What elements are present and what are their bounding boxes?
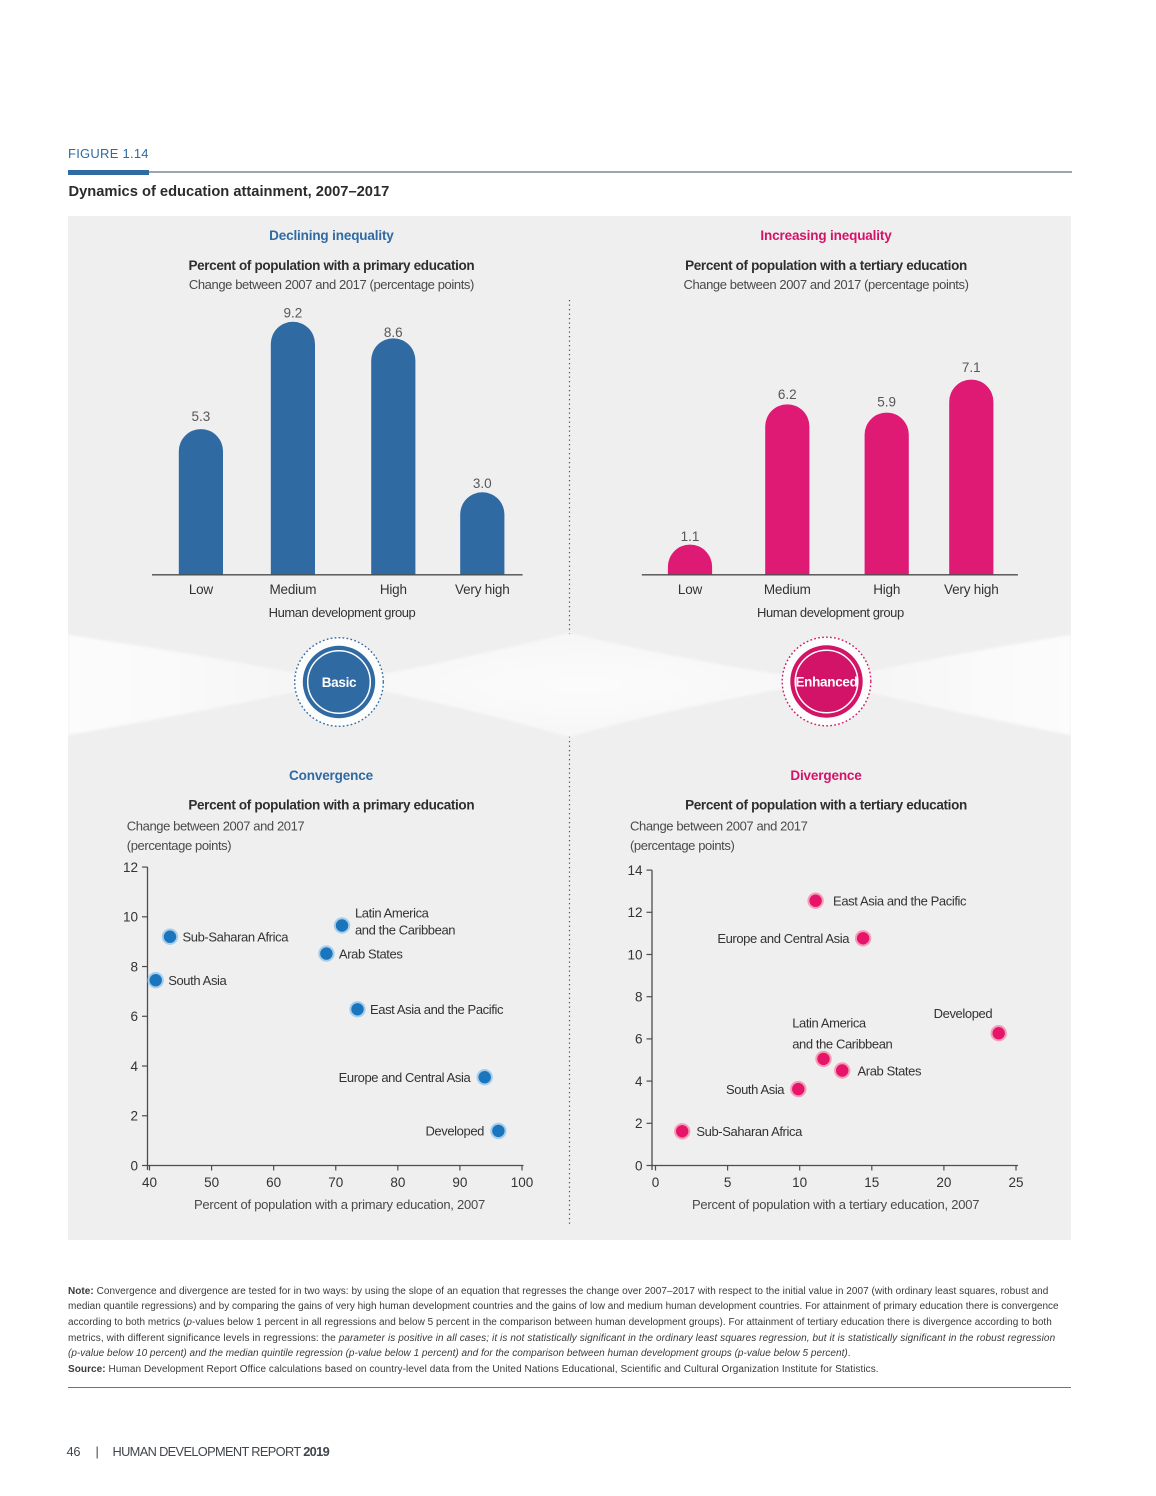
svg-text:East Asia and the Pacific: East Asia and the Pacific <box>370 1002 504 1017</box>
svg-text:Change between 2007 and 2017 (: Change between 2007 and 2017 (percentage… <box>189 277 474 292</box>
svg-text:Sub-Saharan Africa: Sub-Saharan Africa <box>696 1124 803 1139</box>
svg-text:and the Caribbean: and the Caribbean <box>355 922 455 937</box>
svg-text:90: 90 <box>452 1175 467 1190</box>
svg-text:9.2: 9.2 <box>284 306 303 321</box>
svg-text:0: 0 <box>652 1175 660 1190</box>
svg-text:14: 14 <box>627 863 643 878</box>
svg-text:Sub-Saharan Africa: Sub-Saharan Africa <box>182 929 289 944</box>
svg-text:Very high: Very high <box>944 582 999 597</box>
svg-text:Percent of population with a t: Percent of population with a tertiary ed… <box>692 1197 979 1212</box>
svg-text:70: 70 <box>328 1175 343 1190</box>
svg-text:Arab States: Arab States <box>858 1063 922 1078</box>
svg-text:12: 12 <box>627 905 642 920</box>
svg-text:South Asia: South Asia <box>168 973 227 988</box>
svg-text:50: 50 <box>204 1175 219 1190</box>
svg-text:0: 0 <box>635 1158 643 1173</box>
svg-text:5: 5 <box>724 1175 732 1190</box>
svg-text:Change between 2007 and 2017: Change between 2007 and 2017 <box>630 819 808 834</box>
svg-text:High: High <box>380 582 407 597</box>
svg-text:4: 4 <box>130 1059 138 1074</box>
svg-text:Enhanced: Enhanced <box>795 675 857 690</box>
svg-text:4: 4 <box>635 1074 643 1089</box>
svg-text:3.0: 3.0 <box>473 476 492 491</box>
svg-text:Latin America: Latin America <box>792 1015 867 1030</box>
svg-text:12: 12 <box>123 860 138 875</box>
svg-text:East Asia and the Pacific: East Asia and the Pacific <box>833 893 967 908</box>
svg-text:Latin America: Latin America <box>355 905 430 920</box>
svg-text:South Asia: South Asia <box>726 1082 785 1097</box>
svg-text:(percentage points): (percentage points) <box>127 838 231 853</box>
svg-text:40: 40 <box>142 1175 157 1190</box>
svg-text:2: 2 <box>130 1109 138 1124</box>
svg-text:Percent of population with a t: Percent of population with a tertiary ed… <box>685 798 967 813</box>
svg-text:10: 10 <box>123 910 138 925</box>
svg-text:5.3: 5.3 <box>192 409 211 424</box>
svg-text:Europe and Central Asia: Europe and Central Asia <box>339 1070 472 1085</box>
svg-text:15: 15 <box>864 1175 879 1190</box>
svg-text:Medium: Medium <box>764 582 811 597</box>
svg-text:2: 2 <box>635 1116 643 1131</box>
svg-text:Europe and Central Asia: Europe and Central Asia <box>717 931 850 946</box>
svg-text:8: 8 <box>130 959 138 974</box>
svg-text:0: 0 <box>130 1158 138 1173</box>
svg-text:80: 80 <box>390 1175 405 1190</box>
svg-text:Percent of population with a p: Percent of population with a primary edu… <box>188 258 474 273</box>
svg-text:20: 20 <box>936 1175 951 1190</box>
svg-text:Human development group: Human development group <box>757 605 904 620</box>
svg-text:Developed: Developed <box>934 1006 993 1021</box>
svg-text:5.9: 5.9 <box>877 394 896 409</box>
svg-text:Percent of population with a t: Percent of population with a tertiary ed… <box>685 258 967 273</box>
svg-text:100: 100 <box>511 1175 534 1190</box>
svg-text:Percent of population with a p: Percent of population with a primary edu… <box>194 1197 485 1212</box>
svg-text:8.6: 8.6 <box>384 325 403 340</box>
svg-text:Developed: Developed <box>425 1124 484 1139</box>
svg-text:Medium: Medium <box>269 582 316 597</box>
svg-text:Basic: Basic <box>322 675 357 690</box>
svg-text:8: 8 <box>635 990 643 1005</box>
svg-text:1.1: 1.1 <box>681 529 700 544</box>
svg-text:and the Caribbean: and the Caribbean <box>792 1036 892 1051</box>
svg-text:Convergence: Convergence <box>289 768 374 783</box>
svg-text:High: High <box>873 582 900 597</box>
svg-text:10: 10 <box>627 947 642 962</box>
svg-text:10: 10 <box>792 1175 807 1190</box>
svg-text:Arab States: Arab States <box>339 946 403 961</box>
svg-text:Low: Low <box>678 582 703 597</box>
svg-text:Percent of population with a p: Percent of population with a primary edu… <box>188 798 474 813</box>
svg-text:6: 6 <box>635 1032 643 1047</box>
svg-text:Low: Low <box>189 582 214 597</box>
svg-text:Divergence: Divergence <box>790 768 862 783</box>
svg-text:Very high: Very high <box>455 582 510 597</box>
svg-text:(percentage points): (percentage points) <box>630 838 734 853</box>
svg-text:Change between 2007 and 2017 (: Change between 2007 and 2017 (percentage… <box>683 277 968 292</box>
svg-text:6.2: 6.2 <box>778 387 797 402</box>
svg-text:Change between 2007 and 2017: Change between 2007 and 2017 <box>127 819 305 834</box>
svg-text:6: 6 <box>130 1009 138 1024</box>
svg-text:Human development group: Human development group <box>269 605 416 620</box>
svg-text:60: 60 <box>266 1175 281 1190</box>
svg-text:Declining inequality: Declining inequality <box>269 228 394 243</box>
svg-text:25: 25 <box>1008 1175 1023 1190</box>
svg-text:7.1: 7.1 <box>962 360 981 375</box>
svg-text:Increasing inequality: Increasing inequality <box>760 228 892 243</box>
